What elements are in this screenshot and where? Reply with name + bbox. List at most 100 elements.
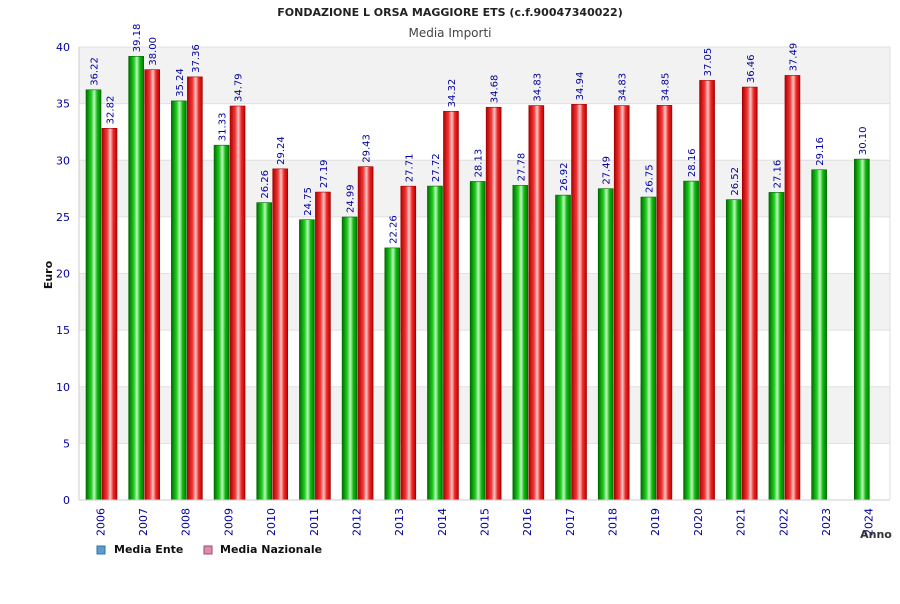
y-tick-label: 25: [56, 211, 70, 224]
bar-media-nazionale-2013[interactable]: [400, 185, 417, 501]
legend-swatch-media-ente: [96, 545, 106, 555]
x-tick-label-2009: 2009: [222, 508, 235, 536]
value-label-media-ente-2006: 36.22: [90, 57, 101, 86]
x-tick-label-2014: 2014: [436, 508, 449, 536]
value-label-media-nazionale-2022: 37.49: [788, 43, 799, 72]
value-label-media-nazionale-2007: 38.00: [148, 37, 159, 66]
bar-media-nazionale-2012[interactable]: [357, 166, 374, 501]
bar-media-nazionale-2011[interactable]: [315, 191, 331, 501]
value-label-media-nazionale-2019: 34.85: [660, 73, 671, 102]
y-tick-label: 15: [56, 324, 70, 337]
x-tick-label-2010: 2010: [265, 508, 278, 536]
value-label-media-nazionale-2015: 34.68: [490, 75, 501, 104]
bar-media-ente-2009[interactable]: [213, 144, 230, 501]
bar-media-nazionale-2022[interactable]: [784, 75, 801, 501]
bar-media-nazionale-2017[interactable]: [571, 104, 587, 501]
y-tick-label: 0: [63, 494, 70, 507]
value-label-media-ente-2023: 29.16: [815, 137, 826, 166]
value-label-media-nazionale-2008: 37.36: [191, 44, 202, 73]
bar-media-ente-2022[interactable]: [768, 192, 785, 501]
value-label-media-ente-2010: 26.26: [260, 170, 271, 199]
bar-media-nazionale-2016[interactable]: [528, 105, 545, 501]
x-tick-label-2011: 2011: [308, 508, 321, 536]
bar-media-nazionale-2018[interactable]: [613, 105, 630, 501]
x-tick-label-2012: 2012: [350, 508, 363, 536]
x-tick-label-2013: 2013: [393, 508, 406, 536]
bar-media-ente-2012[interactable]: [341, 216, 358, 501]
bar-media-ente-2023[interactable]: [811, 169, 827, 501]
chart-subtitle: Media Importi: [408, 26, 491, 40]
y-tick-label: 5: [63, 437, 70, 450]
bar-media-nazionale-2020[interactable]: [699, 80, 715, 501]
bar-media-ente-2017[interactable]: [555, 194, 571, 501]
legend-item-media-ente[interactable]: Media Ente: [96, 543, 183, 556]
bar-media-nazionale-2019[interactable]: [656, 105, 673, 501]
bar-media-ente-2008[interactable]: [171, 100, 187, 501]
bar-media-nazionale-2009[interactable]: [229, 105, 246, 501]
value-label-media-ente-2018: 27.49: [602, 156, 613, 185]
bar-media-ente-2007[interactable]: [128, 55, 144, 501]
x-tick-label-2008: 2008: [180, 508, 193, 536]
y-axis-label: Euro: [42, 260, 55, 289]
bar-media-nazionale-2021[interactable]: [741, 86, 758, 501]
bar-media-ente-2016[interactable]: [512, 185, 529, 501]
x-tick-label-2022: 2022: [777, 508, 790, 536]
value-label-media-ente-2007: 39.18: [132, 24, 143, 53]
bar-media-ente-2010[interactable]: [256, 202, 273, 501]
value-label-media-nazionale-2011: 27.19: [319, 159, 330, 188]
value-label-media-nazionale-2017: 34.94: [575, 72, 586, 101]
bar-media-ente-2021[interactable]: [725, 199, 742, 501]
bar-media-ente-2015[interactable]: [469, 181, 486, 501]
value-label-media-nazionale-2020: 37.05: [703, 48, 714, 77]
bar-media-nazionale-2014[interactable]: [443, 111, 459, 501]
y-tick-label: 40: [56, 41, 70, 54]
x-tick-label-2019: 2019: [649, 508, 662, 536]
x-tick-label-2017: 2017: [564, 508, 577, 536]
bar-media-ente-2024[interactable]: [854, 158, 870, 501]
value-label-media-nazionale-2013: 27.71: [404, 154, 415, 183]
bar-media-ente-2014[interactable]: [427, 185, 443, 501]
x-tick-label-2024: 2024: [863, 508, 876, 536]
bar-media-nazionale-2015[interactable]: [485, 106, 502, 501]
legend-item-media-nazionale[interactable]: Media Nazionale: [203, 543, 322, 556]
x-axis-label: Anno: [860, 528, 892, 541]
y-tick-label: 35: [56, 98, 70, 111]
value-label-media-nazionale-2021: 36.46: [746, 54, 757, 83]
value-label-media-ente-2017: 26.92: [559, 162, 570, 191]
x-tick-label-2016: 2016: [521, 508, 534, 536]
bar-media-ente-2011[interactable]: [299, 219, 315, 501]
bar-media-ente-2018[interactable]: [597, 188, 614, 501]
value-label-media-ente-2014: 27.72: [431, 153, 442, 182]
value-label-media-nazionale-2018: 34.83: [618, 73, 629, 102]
value-label-media-ente-2022: 27.16: [772, 160, 783, 189]
bar-media-ente-2019[interactable]: [640, 196, 657, 501]
bar-media-nazionale-2006[interactable]: [101, 128, 118, 501]
value-label-media-ente-2009: 31.33: [218, 113, 229, 142]
legend-label-media-nazionale: Media Nazionale: [220, 543, 322, 556]
legend: Media Ente Media Nazionale: [96, 543, 322, 556]
value-label-media-nazionale-2006: 32.82: [106, 96, 117, 125]
value-label-media-ente-2024: 30.10: [858, 126, 869, 155]
value-label-media-ente-2015: 28.13: [474, 149, 485, 178]
bar-media-nazionale-2007[interactable]: [144, 69, 160, 501]
legend-swatch-media-nazionale: [203, 545, 213, 555]
x-tick-label-2021: 2021: [735, 508, 748, 536]
bar-media-nazionale-2008[interactable]: [187, 76, 203, 501]
x-tick-label-2006: 2006: [94, 508, 107, 536]
value-label-media-nazionale-2014: 34.32: [447, 79, 458, 108]
y-tick-label: 30: [56, 154, 70, 167]
value-label-media-ente-2011: 24.75: [303, 187, 314, 216]
x-tick-label-2020: 2020: [692, 508, 705, 536]
bar-media-ente-2020[interactable]: [683, 180, 699, 501]
value-label-media-ente-2012: 24.99: [346, 184, 357, 213]
bar-media-ente-2006[interactable]: [85, 89, 102, 501]
bar-media-nazionale-2010[interactable]: [272, 168, 289, 501]
x-tick-label-2018: 2018: [607, 508, 620, 536]
value-label-media-nazionale-2009: 34.79: [234, 73, 245, 102]
y-tick-label: 10: [56, 381, 70, 394]
value-label-media-ente-2008: 35.24: [175, 68, 186, 97]
value-label-media-ente-2016: 27.78: [516, 153, 527, 182]
bar-media-ente-2013[interactable]: [384, 247, 401, 501]
